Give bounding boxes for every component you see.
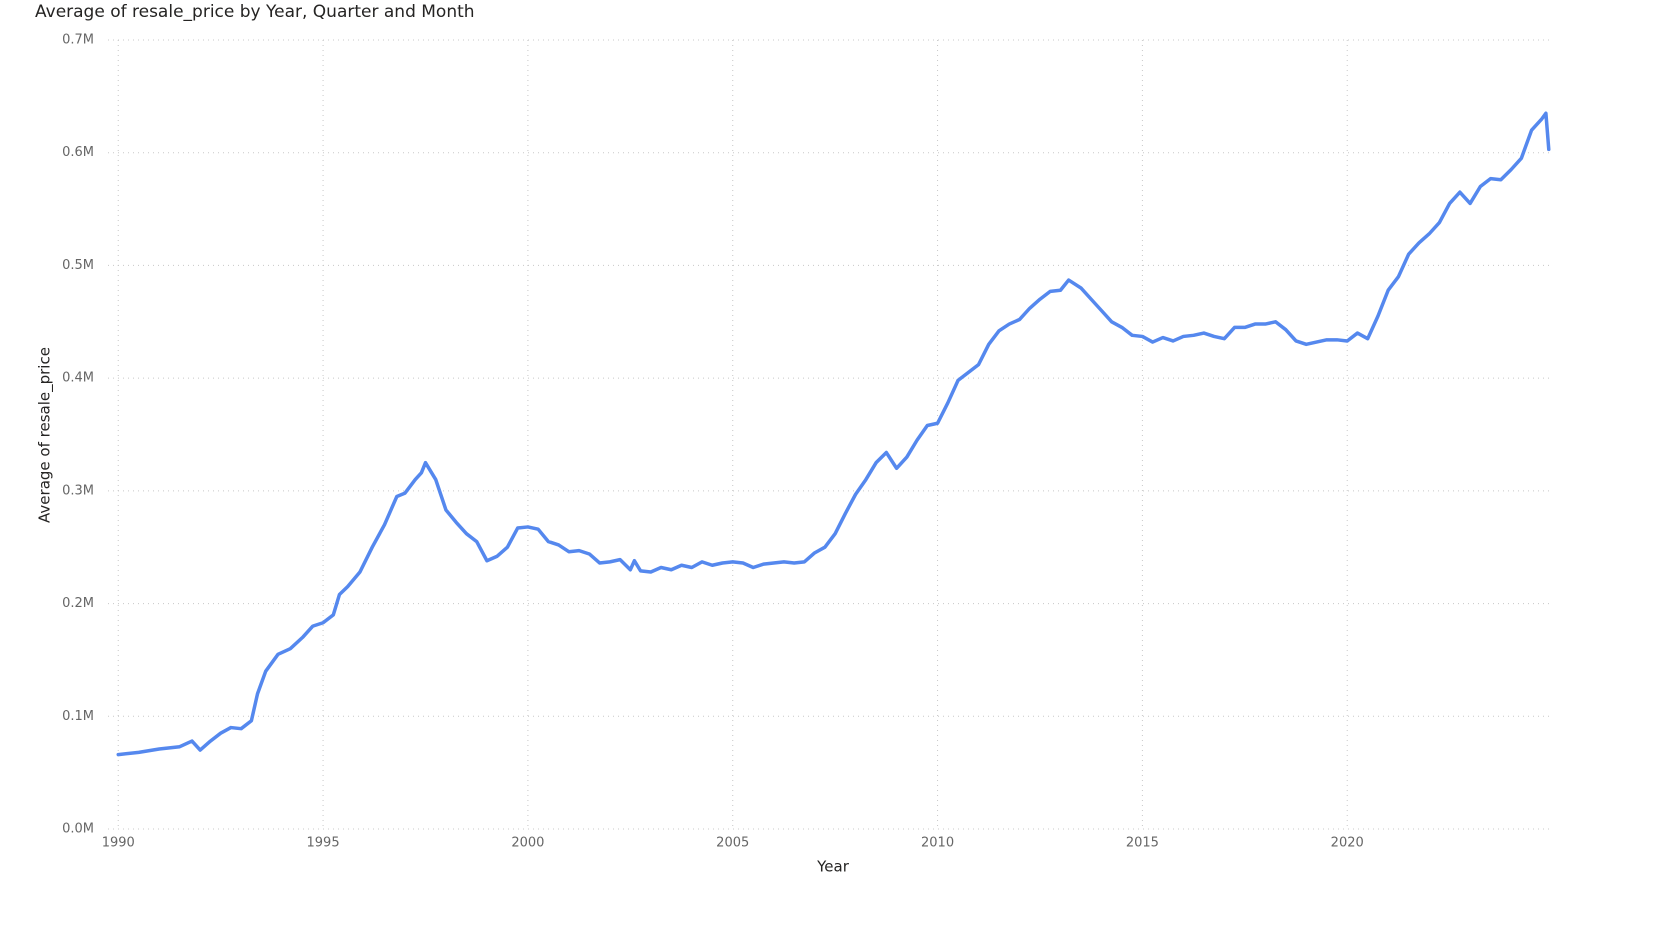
- x-tick-label: 1990: [102, 836, 135, 851]
- x-tick-label: 2015: [1126, 836, 1159, 851]
- x-tick-label: 1995: [307, 836, 340, 851]
- y-axis-title: Average of resale_price: [36, 347, 55, 523]
- chart-title: Average of resale_price by Year, Quarter…: [35, 2, 475, 22]
- x-tick-label: 2000: [511, 836, 544, 851]
- y-tick-label: 0.6M: [62, 145, 94, 160]
- y-tick-label: 0.3M: [62, 483, 94, 498]
- data-line: [116, 111, 1551, 757]
- x-tick-label: 2005: [716, 836, 749, 851]
- y-tick-label: 0.5M: [62, 258, 94, 273]
- x-tick-label: 2010: [921, 836, 954, 851]
- y-tick-label: 0.1M: [62, 709, 94, 724]
- y-tick-label: 0.2M: [62, 596, 94, 611]
- y-tick-label: 0.4M: [62, 371, 94, 386]
- y-tick-label: 0.7M: [62, 33, 94, 48]
- x-tick-label: 2020: [1331, 836, 1364, 851]
- x-axis-title: Year: [816, 858, 850, 876]
- y-tick-label: 0.0M: [62, 822, 94, 837]
